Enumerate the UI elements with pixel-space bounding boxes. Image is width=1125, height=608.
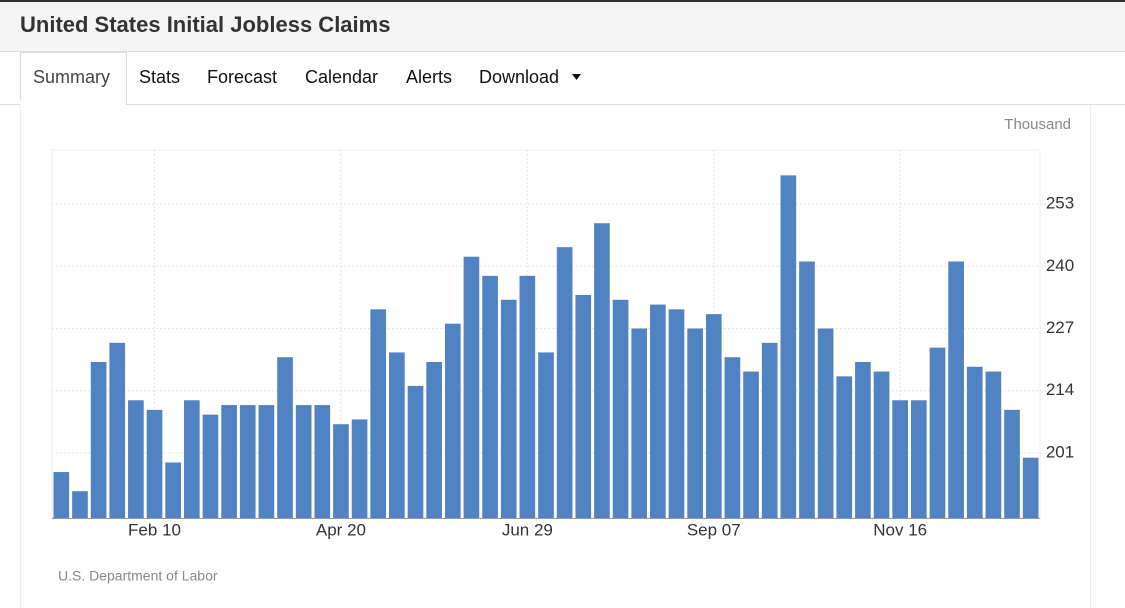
tab[interactable]: Stats <box>139 67 180 87</box>
x-tick-label: Jun 29 <box>502 520 553 539</box>
bar <box>183 400 200 518</box>
dropdown-caret[interactable] <box>572 74 581 80</box>
bar <box>743 371 759 518</box>
x-tick-label: Feb 10 <box>128 520 181 539</box>
y-tick-label: 214 <box>1046 380 1074 399</box>
bar <box>1004 409 1020 518</box>
bar <box>109 342 126 518</box>
bar <box>575 294 592 518</box>
bar <box>929 347 946 518</box>
bar <box>612 299 629 518</box>
bar <box>780 175 797 519</box>
x-tick-label: Nov 16 <box>873 520 927 539</box>
tab[interactable]: Alerts <box>406 67 452 87</box>
bar <box>631 328 648 518</box>
bar <box>799 261 815 518</box>
bar <box>202 414 219 518</box>
tab[interactable]: Calendar <box>305 67 378 87</box>
x-tick-label: Sep 07 <box>687 520 741 539</box>
bar <box>761 342 778 518</box>
y-tick-label: 240 <box>1046 256 1074 275</box>
unit-label: Thousand <box>1004 116 1071 133</box>
y-tick-label: 201 <box>1046 442 1074 461</box>
tab[interactable]: Forecast <box>207 67 277 87</box>
bar <box>53 472 70 518</box>
bar <box>724 357 741 518</box>
source: U.S. Department of Labor <box>58 568 218 584</box>
header-bar <box>0 0 1125 52</box>
bar <box>594 223 610 518</box>
bar <box>817 328 834 518</box>
bar <box>426 361 442 518</box>
bar <box>500 299 517 518</box>
active-tab <box>20 52 127 105</box>
bar <box>538 352 554 518</box>
bar <box>873 371 890 518</box>
y-tick-label: 227 <box>1046 318 1074 337</box>
bar <box>482 275 498 518</box>
bar <box>314 405 331 518</box>
bar <box>389 352 405 518</box>
bar <box>668 309 685 518</box>
bar <box>855 361 871 518</box>
bar <box>463 256 480 518</box>
bar <box>333 424 349 518</box>
bar <box>444 323 461 518</box>
bar <box>948 261 964 518</box>
bar <box>90 361 107 518</box>
bar <box>258 405 275 518</box>
bar <box>836 376 853 518</box>
x-tick-label: Apr 20 <box>316 520 366 539</box>
bar <box>985 371 1002 518</box>
bar <box>370 309 387 518</box>
bar <box>556 247 573 518</box>
bar <box>1022 457 1039 518</box>
bar <box>295 405 312 518</box>
bar <box>687 328 703 518</box>
bar <box>892 400 909 518</box>
bar <box>966 366 983 518</box>
bar <box>519 275 536 518</box>
bar <box>911 400 927 518</box>
tab[interactable]: Download <box>479 67 559 87</box>
bar <box>239 405 256 518</box>
active-tab-gap <box>20 100 126 106</box>
bar <box>650 304 666 518</box>
bar <box>277 357 293 518</box>
page-title: United States Initial Jobless Claims <box>20 12 390 37</box>
tab[interactable]: Summary <box>33 67 110 87</box>
bar <box>351 419 368 518</box>
bar <box>705 314 722 518</box>
bar <box>221 405 237 518</box>
y-tick-label: 253 <box>1046 194 1074 213</box>
bar <box>165 462 181 518</box>
bar <box>72 491 88 518</box>
bar <box>146 409 163 518</box>
bar <box>128 400 144 518</box>
bar <box>407 385 424 518</box>
